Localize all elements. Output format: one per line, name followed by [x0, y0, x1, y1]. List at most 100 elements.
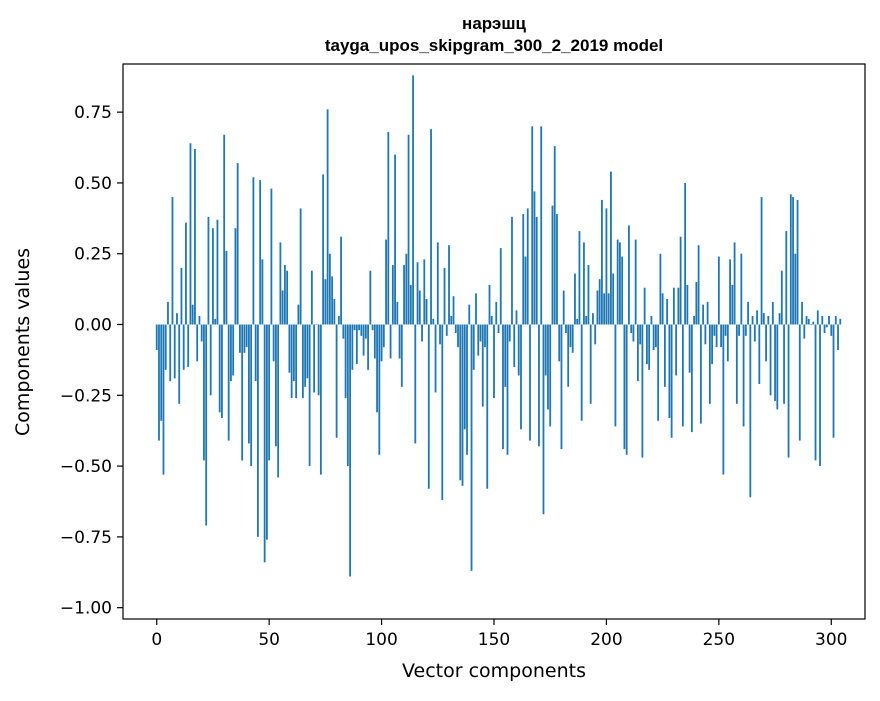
bar [400, 324, 403, 387]
bar [470, 324, 473, 571]
bar [762, 313, 765, 325]
bar [194, 148, 196, 325]
bar [169, 324, 172, 382]
bar [751, 316, 754, 325]
bar [279, 242, 282, 325]
bar [221, 324, 223, 418]
bar [801, 301, 803, 325]
bar [526, 208, 529, 325]
bar [360, 324, 363, 336]
bar [659, 253, 662, 325]
y-tick-label: 0.50 [74, 174, 112, 194]
bar [317, 324, 320, 396]
bar [466, 324, 468, 455]
x-tick-label: 100 [365, 630, 397, 650]
bar [196, 324, 199, 362]
bar [686, 284, 689, 325]
bar [337, 316, 340, 325]
bar [185, 222, 187, 325]
bar [326, 109, 329, 325]
x-tick-label: 200 [590, 630, 622, 650]
bar [212, 228, 214, 325]
bar [171, 197, 174, 325]
bar [713, 324, 716, 336]
bar [423, 259, 426, 325]
bar [432, 318, 435, 325]
bar [479, 324, 482, 342]
bar [241, 324, 244, 461]
bar [695, 282, 698, 325]
bar [578, 231, 581, 325]
bar [475, 293, 477, 325]
bar [567, 324, 570, 387]
bar [394, 154, 396, 325]
bar [585, 316, 588, 325]
bar [405, 253, 408, 325]
bar [304, 324, 307, 387]
bar [688, 324, 691, 373]
bar [367, 324, 369, 370]
bar [155, 324, 158, 350]
bar [290, 324, 293, 399]
y-tick-label: −0.75 [60, 528, 112, 548]
bar [619, 242, 621, 325]
bar [416, 262, 419, 325]
bar [661, 293, 664, 325]
bar [681, 324, 684, 427]
bar [616, 239, 619, 325]
bar [472, 324, 475, 370]
bar [515, 310, 518, 325]
bar [610, 171, 612, 325]
bar [547, 324, 549, 410]
bar [792, 197, 794, 325]
bar [776, 324, 779, 410]
bar [403, 265, 405, 325]
x-tick-label: 50 [258, 630, 280, 650]
bar [549, 324, 552, 427]
bar [787, 324, 790, 458]
bar [333, 299, 336, 325]
bar [245, 324, 248, 348]
bar [637, 324, 639, 382]
bar [639, 324, 642, 345]
bar [490, 316, 493, 325]
bar [654, 324, 657, 348]
bar [504, 324, 507, 387]
bar [765, 324, 767, 362]
bar [722, 324, 725, 475]
bar [816, 310, 819, 325]
bar [556, 214, 558, 325]
bar [203, 324, 205, 461]
bar [693, 316, 696, 325]
bar [407, 134, 410, 325]
bar [191, 304, 194, 325]
bar [726, 324, 729, 362]
bar [819, 324, 821, 467]
y-tick-label: −1.00 [60, 599, 112, 619]
bar [520, 324, 522, 430]
bar [248, 324, 250, 444]
bar [322, 174, 325, 325]
bar [583, 242, 585, 325]
y-axis-label: Components values [12, 248, 34, 436]
bar [430, 129, 432, 325]
bar [544, 324, 547, 376]
bar [214, 318, 217, 325]
bar [351, 324, 354, 370]
bar [315, 324, 318, 326]
bar [324, 279, 327, 325]
bar [729, 259, 731, 325]
bar [481, 324, 484, 407]
bar [292, 324, 295, 382]
bar [306, 324, 309, 379]
bar [697, 245, 700, 325]
bar [607, 293, 610, 325]
bar [297, 304, 300, 325]
bar [257, 324, 259, 537]
bar [832, 324, 835, 438]
bar [176, 313, 178, 325]
bar [243, 324, 246, 353]
bar [216, 219, 219, 325]
